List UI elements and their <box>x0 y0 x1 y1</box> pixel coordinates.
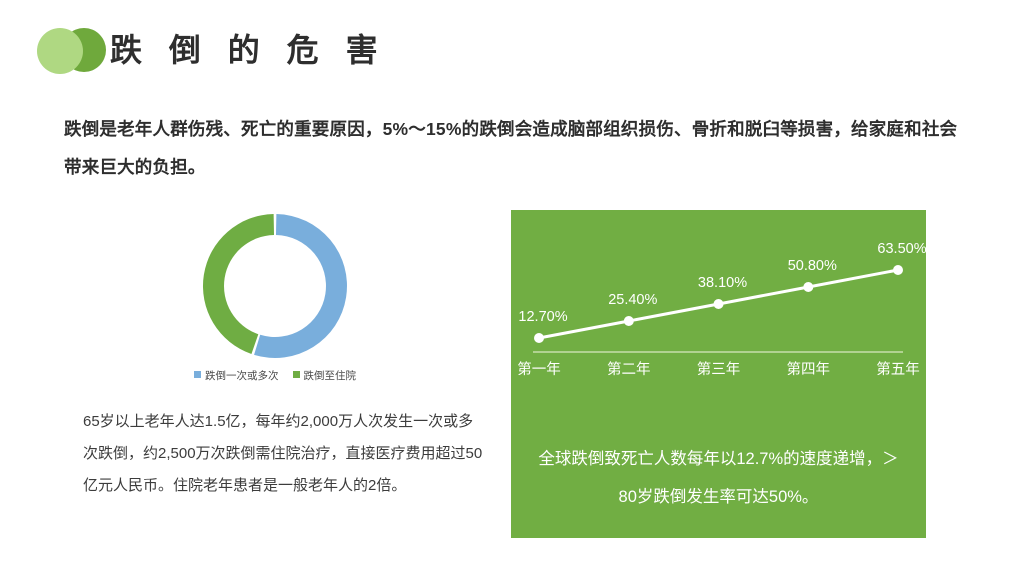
legend-item[interactable]: 跌倒一次或多次 <box>194 368 279 383</box>
logo-circle-front-icon <box>37 28 83 74</box>
chart-data-point[interactable] <box>623 316 634 326</box>
chart-category-label: 第五年 <box>876 360 920 378</box>
chart-data-label: 38.10% <box>698 275 747 291</box>
chart-category-label: 第一年 <box>517 360 561 378</box>
chart-category-label: 第三年 <box>697 360 741 378</box>
lead-paragraph: 跌倒是老年人群伤残、死亡的重要原因，5%～15%的跌倒会造成脑部组织损伤、骨折和… <box>64 119 958 177</box>
chart-category-label: 第二年 <box>607 360 651 378</box>
chart-data-point[interactable] <box>534 333 544 343</box>
chart-data-point[interactable] <box>893 265 903 275</box>
donut-chart <box>202 214 347 358</box>
legend-swatch-icon <box>292 371 300 378</box>
chart-data-label: 50.80% <box>788 258 837 274</box>
donut-slice <box>254 214 347 358</box>
growth-line-chart: 12.70% 25.40% 38.10% 50.80% 63.50% 第一年 第二年 第三年… <box>517 241 926 378</box>
chart-category-label: 第四年 <box>787 360 831 378</box>
legend-label: 跌倒至住院 <box>303 370 357 382</box>
page-title: 跌 倒 的 危 害 <box>110 32 387 68</box>
panel-caption: 全球跌倒致死亡人数每年以12.7%的速度递增，＞80岁跌倒发生率可达50%。 <box>538 450 899 506</box>
statistics-panel: 12.70% 25.40% 38.10% 50.80% 63.50% 第一年 第二年 第三年… <box>511 210 926 538</box>
logo-mark <box>34 26 110 74</box>
legend-item[interactable]: 跌倒至住院 <box>292 368 357 383</box>
legend-label: 跌倒一次或多次 <box>205 370 279 382</box>
chart-data-point[interactable] <box>713 299 724 309</box>
left-body-text: 65岁以上老年人达1.5亿，每年约2,000万人次发生一次或多次跌倒，约2,50… <box>83 413 483 494</box>
chart-data-label: 63.50% <box>877 241 926 257</box>
donut-chart-block: 跌倒一次或多次 跌倒至住院 <box>60 208 490 388</box>
donut-chart-legend: 跌倒一次或多次 跌倒至住院 <box>60 368 490 383</box>
legend-swatch-icon <box>194 371 201 378</box>
chart-data-point[interactable] <box>803 282 814 292</box>
donut-slice <box>202 214 275 355</box>
slide-header: 跌 倒 的 危 害 <box>0 0 1024 100</box>
chart-data-label: 25.40% <box>608 292 657 308</box>
chart-data-label: 12.70% <box>518 309 567 325</box>
